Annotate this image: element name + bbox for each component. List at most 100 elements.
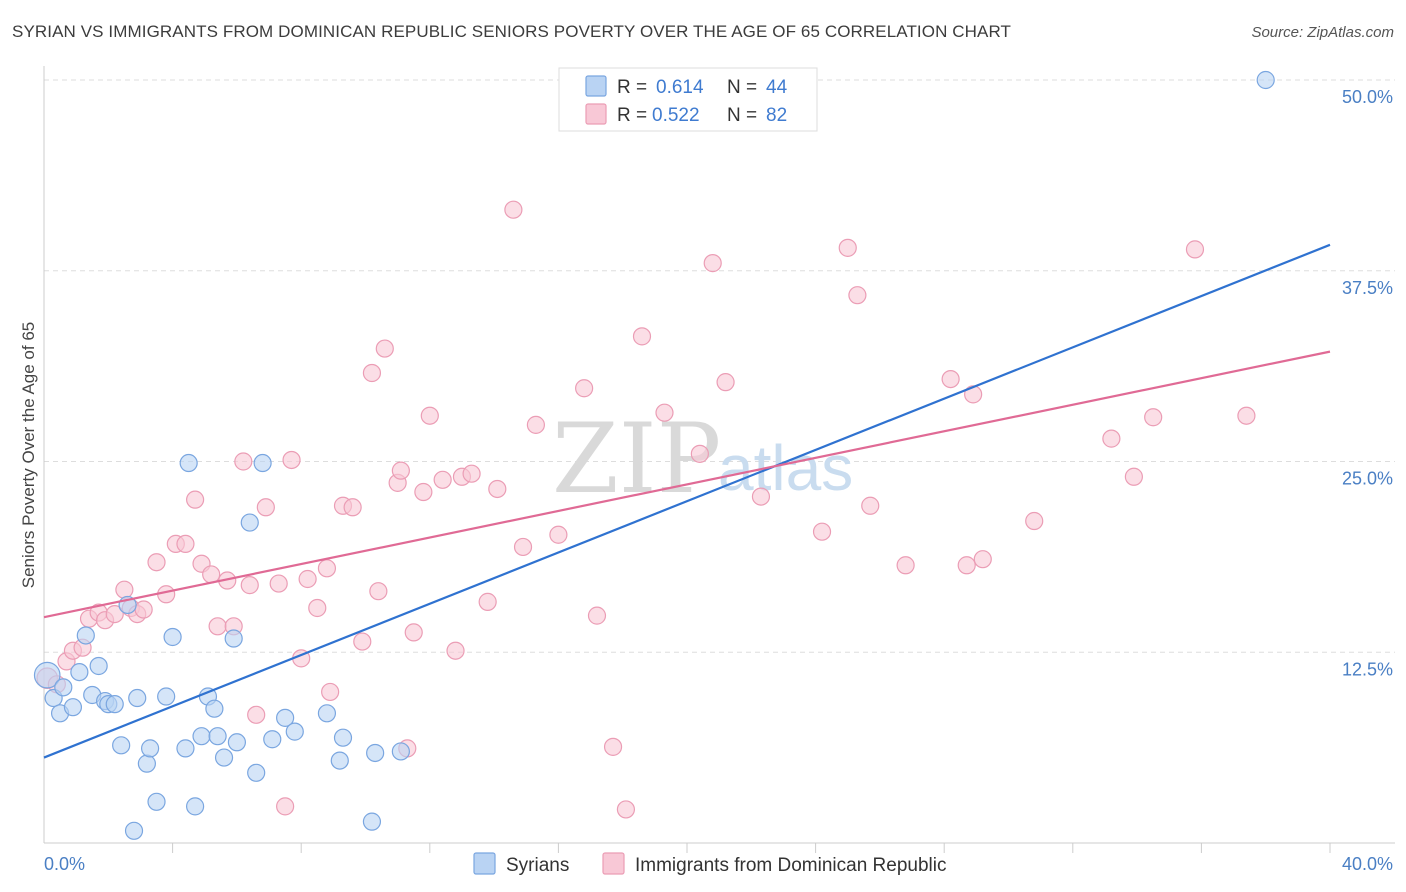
dominican-point (957, 556, 976, 575)
syrians-point (54, 678, 73, 697)
dominican-point (1025, 511, 1044, 531)
syrians-point (112, 736, 131, 755)
dominican-point (353, 632, 372, 651)
dominican-point (655, 403, 674, 422)
dominican-point (1185, 240, 1205, 259)
y-axis-title: Seniors Poverty Over the Age of 65 (19, 322, 38, 588)
legend-r-value-dominican: 0.522 (652, 105, 700, 126)
syrians-point (33, 661, 61, 689)
syrians-point (176, 739, 195, 758)
syrians-point (362, 812, 382, 831)
dominican-point (941, 369, 960, 389)
y-tick-label: 25.0% (1342, 469, 1393, 489)
dominican-point (632, 327, 652, 346)
dominican-point (1237, 406, 1256, 425)
bottom-legend-label-dominican: Immigrants from Dominican Republic (635, 855, 947, 876)
syrians-point (276, 708, 295, 727)
y-tick-label: 12.5% (1342, 659, 1393, 679)
dominican-point (433, 470, 452, 489)
dominican-point (282, 450, 301, 470)
syrians-point (263, 730, 282, 749)
dominican-point (838, 238, 857, 257)
dominican-point (616, 800, 636, 819)
syrians-point (63, 698, 83, 717)
dominican-point (362, 363, 382, 383)
dominican-point (269, 574, 288, 593)
series-legend: Syrians Immigrants from Dominican Republ… (473, 852, 947, 876)
syrians-point (333, 728, 353, 747)
dominican-point (247, 705, 266, 724)
dominican-point (513, 537, 533, 557)
dominican-point (234, 452, 253, 471)
dominican-point (147, 553, 166, 572)
dominican-point (462, 464, 481, 483)
source-label: Source: ZipAtlas.com (1251, 24, 1394, 41)
syrians-point (147, 792, 166, 811)
dominican-point (256, 498, 275, 517)
legend-n-label-syrians: N = (727, 77, 757, 98)
legend-n-value-syrians: 44 (766, 77, 788, 98)
y-tick-label: 37.5% (1342, 278, 1393, 298)
legend-r-value-syrians: 0.614 (656, 77, 704, 98)
syrians-point (247, 763, 266, 782)
axes-layer: 12.5% 25.0% 37.5% 50.0% 0.0% 40.0% (43, 66, 1395, 874)
dominican-point (575, 379, 594, 398)
dominican-point (404, 623, 423, 642)
dominican-point (526, 415, 545, 434)
dominican-point (176, 534, 195, 554)
syrians-point (366, 743, 385, 763)
syrians-point (1256, 70, 1275, 90)
dominican-point (240, 576, 259, 595)
dominican-point (861, 496, 880, 515)
syrians-point (317, 704, 337, 723)
dominican-point (186, 490, 205, 509)
dominican-point (308, 598, 327, 618)
syrians-point (224, 629, 243, 648)
syrians-point (163, 627, 182, 647)
syrians-point (157, 687, 176, 706)
dominican-point (369, 582, 388, 601)
syrians-point (240, 513, 259, 532)
legend-swatch-dominican (585, 103, 607, 125)
syrians-point (137, 754, 156, 773)
dominican-point (115, 580, 134, 599)
dominican-point (1144, 408, 1163, 427)
dominican-point (298, 569, 317, 589)
dominican-trend-line (43, 350, 1331, 619)
correlation-legend: R = 0.614 N = 44 R = 0.522 N = 82 (558, 67, 818, 132)
dominican-point (134, 600, 153, 619)
points-layer (33, 70, 1275, 840)
syrians-point (285, 722, 304, 741)
dominican-point (716, 373, 735, 392)
y-tick-label: 50.0% (1342, 87, 1393, 107)
syrians-point (124, 821, 144, 840)
dominican-point (1124, 467, 1143, 486)
dominican-point (751, 487, 771, 506)
dominican-point (549, 525, 568, 544)
syrians-point (192, 727, 211, 746)
dominican-point (276, 797, 295, 816)
dominican-point (105, 604, 124, 624)
dominican-point (504, 200, 523, 219)
dominican-point (964, 385, 983, 404)
dominican-point (848, 286, 867, 305)
legend-r-label-dominican: R = (617, 105, 647, 126)
legend-r-label-syrians: R = (617, 77, 647, 98)
dominican-point (414, 482, 433, 502)
syrians-point (391, 742, 410, 761)
dominican-point (321, 682, 340, 702)
chart-title: SYRIAN VS IMMIGRANTS FROM DOMINICAN REPU… (12, 22, 1012, 41)
syrians-point (330, 751, 349, 770)
syrians-point (128, 688, 147, 708)
syrians-point (208, 727, 227, 746)
dominican-point (317, 559, 337, 578)
syrians-trend-line (43, 243, 1331, 759)
bottom-legend-label-syrians: Syrians (506, 855, 569, 876)
dominican-point (587, 606, 607, 625)
syrians-point (105, 695, 124, 714)
dominican-point (973, 550, 992, 569)
bottom-legend-swatch-syrians (473, 852, 496, 875)
dominican-point (208, 617, 227, 636)
legend-n-label-dominican: N = (727, 105, 757, 126)
